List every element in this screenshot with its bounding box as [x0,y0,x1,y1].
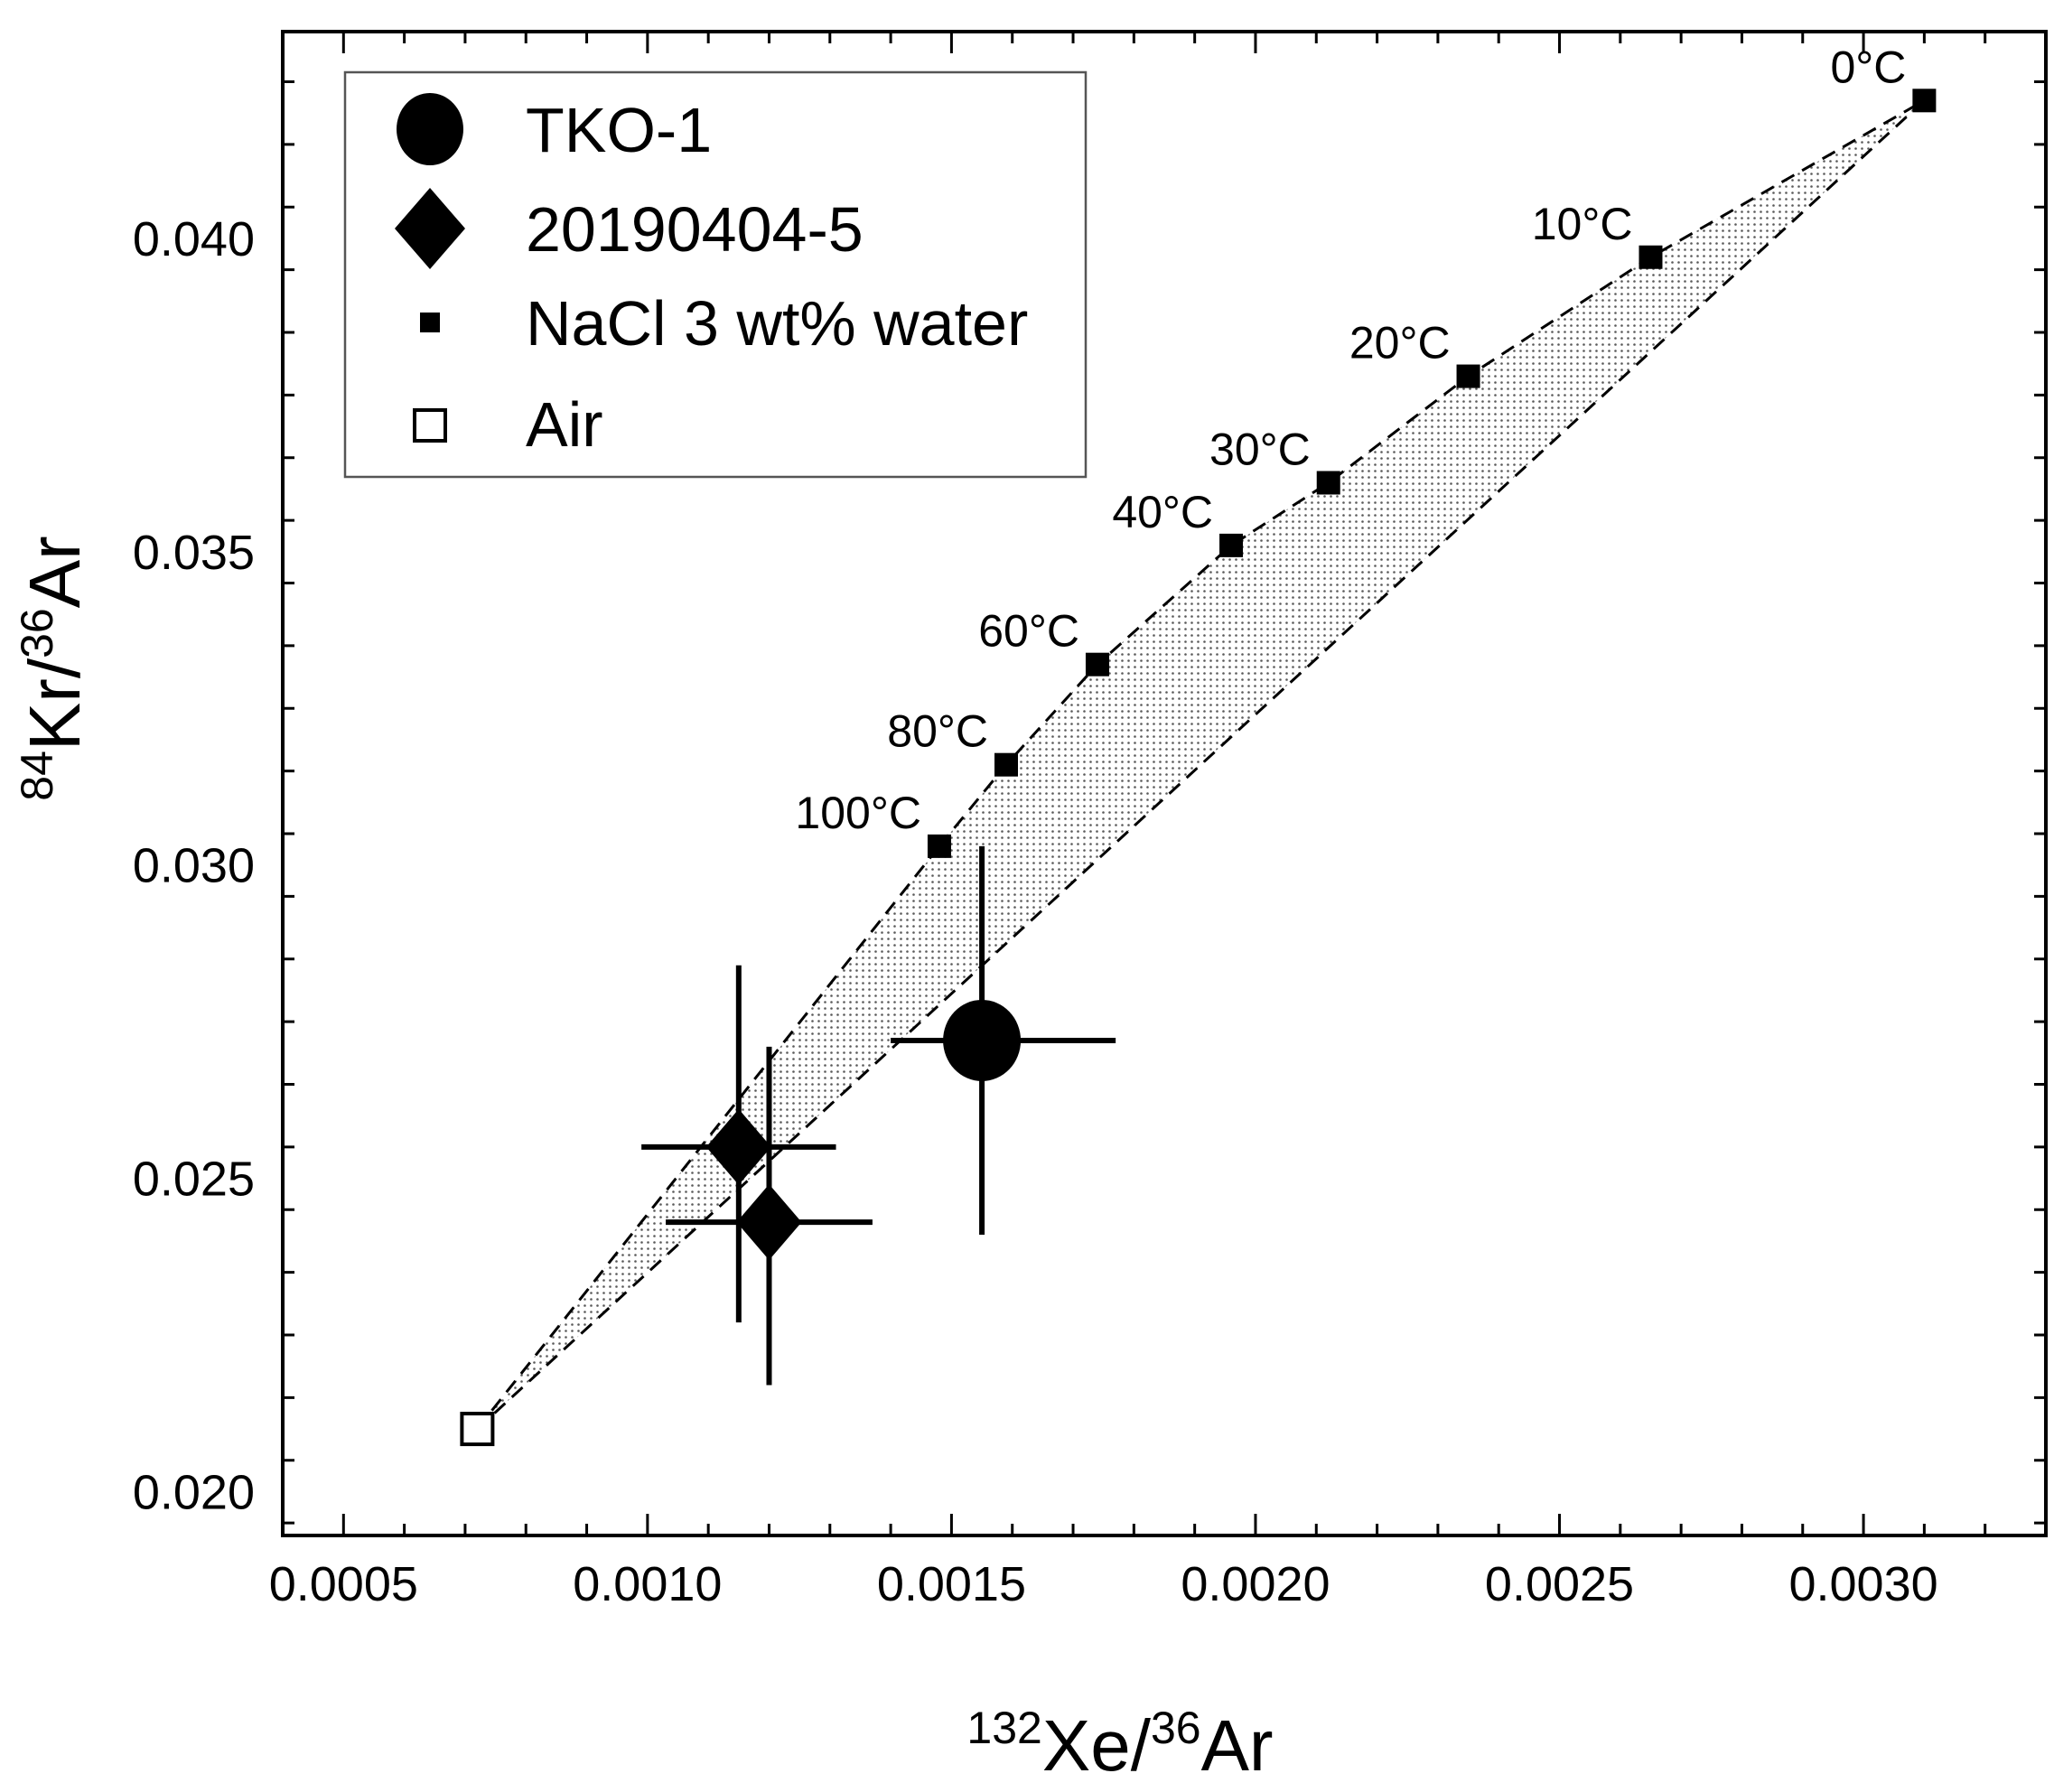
water-curve [938,99,1926,847]
y-axis-title: 84Kr/36Ar [12,536,95,800]
mixing-line-0 [476,845,941,1430]
nacl-water-point [1639,245,1663,269]
temperature-label: 100°C [795,788,921,838]
temperature-label: 60°C [978,606,1079,657]
sample-20190404-5-point [705,1108,771,1185]
nacl-water-point [1219,533,1244,557]
temperature-label: 0°C [1830,42,1906,92]
tko-1-point [943,999,1022,1081]
nacl-water-point [927,834,951,858]
x-tick-label: 0.0030 [1788,1557,1937,1611]
legend: TKO-1 20190404-5 NaCl 3 wt% water Air [343,70,1088,479]
legend-open-square-icon [413,408,447,443]
x-tick-label: 0.0010 [573,1557,722,1611]
legend-label-nacl-water: NaCl 3 wt% water [526,288,1028,359]
x-axis-title: 132Xe/36Ar [966,1703,1273,1786]
nacl-water-point [994,752,1018,777]
legend-item-tko-1: TKO-1 [397,93,712,165]
y-tick-label: 0.035 [133,526,255,580]
temperature-label: 40°C [1112,487,1213,537]
temperature-label: 30°C [1209,425,1311,475]
legend-label-20190404-5: 20190404-5 [526,194,864,265]
nacl-water-point [1085,652,1109,677]
y-tick-label: 0.020 [133,1465,255,1519]
legend-label-tko-1: TKO-1 [526,95,712,165]
legend-circle-icon [397,93,463,165]
sample-20190404-5-point [736,1184,802,1261]
y-tick-label: 0.025 [133,1153,255,1207]
x-tick-label: 0.0015 [877,1557,1026,1611]
x-tick-label: 0.0020 [1181,1557,1330,1611]
temperature-label: 10°C [1532,199,1633,249]
temperature-label: 20°C [1349,318,1451,369]
temperature-label: 80°C [887,706,988,757]
nacl-water-point [1316,471,1340,495]
legend-item-air: Air [413,389,603,460]
mixing-field-shade [477,100,1925,1430]
nacl-water-point [1456,364,1480,388]
x-tick-label: 0.0005 [269,1557,418,1611]
y-tick-label: 0.030 [133,839,255,893]
x-tick-label: 0.0025 [1485,1557,1634,1611]
legend-item-nacl-water: NaCl 3 wt% water [420,288,1028,359]
legend-filled-square-icon [420,313,440,332]
legend-item-20190404-5: 20190404-5 [395,188,864,269]
legend-diamond-icon [395,188,465,269]
legend-label-air: Air [526,389,603,460]
y-tick-label: 0.040 [133,212,255,266]
air-point [460,1412,495,1447]
legend-frame [343,70,1088,479]
nacl-water-point [1912,89,1937,113]
